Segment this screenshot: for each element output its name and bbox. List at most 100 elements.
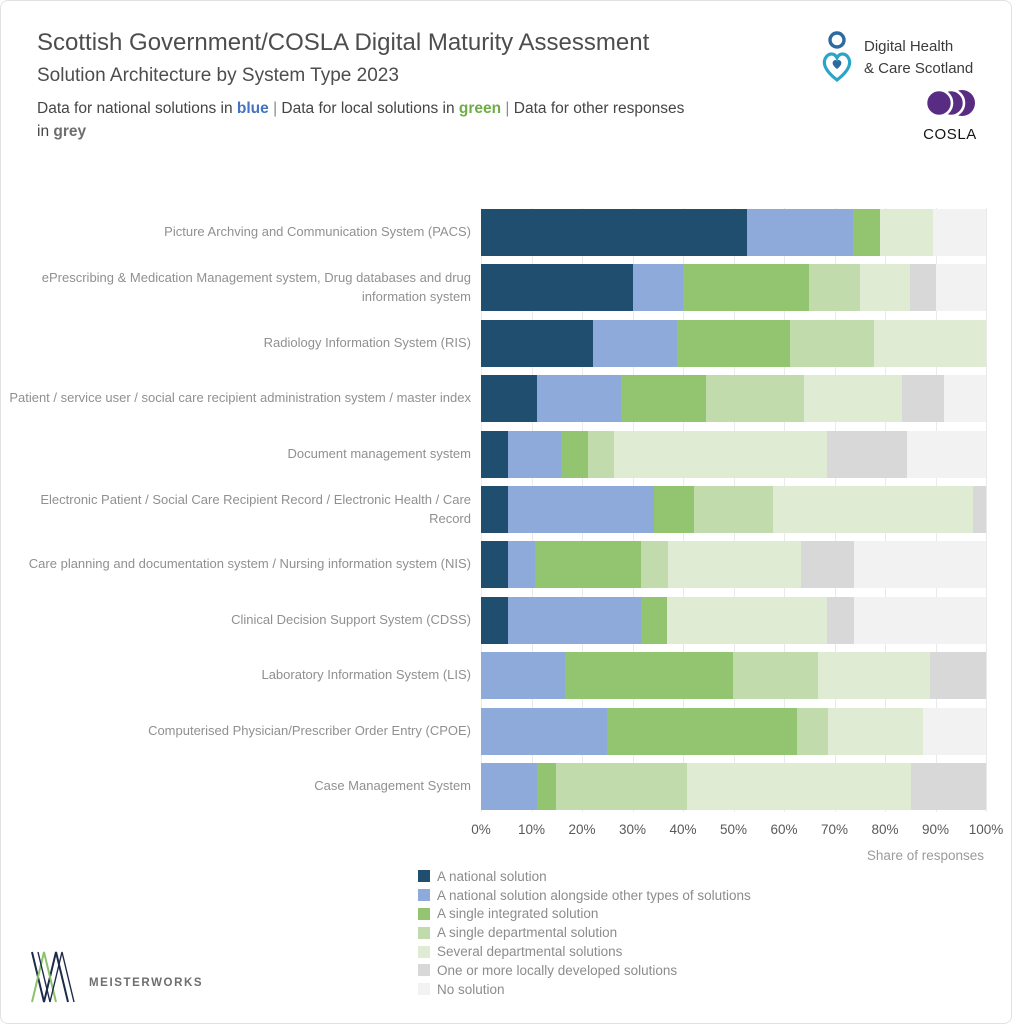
x-tick-label: 0% — [471, 822, 491, 837]
dhcs-line1: Digital Health — [864, 38, 954, 55]
note-separator: | — [268, 99, 282, 117]
bar-segment — [481, 209, 747, 256]
bar-row — [481, 264, 986, 312]
bar-segment — [481, 264, 633, 312]
bar-segment — [853, 596, 986, 644]
legend-item: A national solution — [418, 867, 751, 886]
bar-segment — [922, 707, 986, 755]
bar-segment — [507, 596, 641, 644]
bar-segment — [683, 264, 810, 312]
note-text: Data for local solutions in — [281, 99, 459, 117]
note-separator: | — [501, 99, 514, 117]
bar-segment — [789, 319, 874, 367]
bar-segment — [932, 209, 986, 256]
x-tick-label: 30% — [618, 822, 647, 837]
x-tick-label: 100% — [968, 822, 1004, 837]
bar-segment — [507, 486, 654, 533]
dhcs-line2: & Care Scotland — [864, 59, 974, 77]
category-label: Patient / service user / social care rec… — [9, 390, 471, 406]
color-key-note: Data for national solutions in blue | Da… — [37, 97, 837, 144]
bar-segment — [733, 652, 818, 700]
meisterworks-brand: MEISTERWORKS — [29, 941, 203, 1011]
note-green-word: green — [458, 99, 502, 117]
bar-segment — [565, 652, 734, 700]
bar-segment — [632, 264, 683, 312]
x-tick-label: 20% — [568, 822, 596, 837]
bar-segment — [693, 486, 774, 533]
header: Scottish Government/COSLA Digital Maturi… — [37, 29, 837, 143]
bar-segment — [943, 375, 986, 423]
category-label: Radiology Information System (RIS) — [263, 334, 471, 350]
bar-segment — [910, 763, 986, 810]
bar-segment — [828, 707, 923, 755]
legend-swatch-icon — [418, 926, 430, 939]
bar-segment — [677, 319, 790, 367]
bar-segment — [853, 541, 986, 589]
bar-segment — [614, 430, 827, 478]
bar-segment — [653, 486, 694, 533]
bar-segment — [507, 430, 561, 478]
x-tick-label: 80% — [871, 822, 899, 837]
bar-segment — [621, 375, 706, 423]
bar-segment — [587, 430, 615, 478]
bar-segment — [481, 541, 508, 589]
note-blue-word: blue — [236, 99, 269, 117]
note-text: Data for other responses — [513, 99, 685, 117]
brand-wordmark: MEISTERWORKS — [89, 977, 204, 989]
bar-segment — [481, 430, 508, 478]
x-axis-title: Share of responses — [866, 848, 984, 863]
bar-segment — [481, 596, 508, 644]
page-title: Scottish Government/COSLA Digital Maturi… — [37, 29, 650, 56]
legend-label: A national solution — [437, 868, 547, 884]
bar-segment — [555, 763, 687, 810]
bar-segment — [534, 541, 642, 589]
bar-segment — [901, 375, 944, 423]
x-tick-label: 50% — [719, 822, 748, 837]
category-label: ePrescribing & Medication Management sys… — [41, 270, 471, 304]
category-label: Picture Archving and Communication Syste… — [164, 224, 471, 240]
bar-segment — [640, 596, 668, 644]
bar-segment — [560, 430, 588, 478]
category-label: Document management system — [287, 445, 471, 461]
cosla-wordmark: COSLA — [923, 126, 977, 143]
bar-row — [481, 541, 986, 589]
legend-label: A national solution alongside other type… — [437, 887, 751, 903]
bar-segment — [507, 541, 535, 589]
x-tick-label: 90% — [921, 822, 950, 837]
bar-segment — [803, 375, 902, 423]
legend-swatch-icon — [418, 945, 430, 958]
bar-segment — [481, 375, 538, 423]
dhcs-logo-text: Digital Health & Care Scotland — [864, 31, 973, 88]
bar-segment — [481, 486, 508, 533]
page-subtitle: Solution Architecture by System Type 202… — [37, 64, 399, 86]
bar-segment — [705, 375, 804, 423]
legend-swatch-icon — [418, 870, 430, 883]
bar-segment — [481, 763, 538, 810]
bar-row — [481, 763, 986, 810]
category-label: Electronic Patient / Social Care Recipie… — [40, 491, 471, 526]
cosla-logo: COSLA — [917, 87, 983, 143]
legend-item: One or more locally developed solutions — [418, 961, 751, 980]
gridline — [986, 208, 987, 812]
legend-label: Several departmental solutions — [437, 944, 623, 960]
bar-segment — [873, 319, 986, 367]
note-grey-word: grey — [53, 122, 87, 140]
bar-segment — [537, 375, 622, 423]
x-tick-label: 10% — [517, 822, 546, 837]
bar-row — [481, 375, 986, 423]
bar-segment — [481, 319, 594, 367]
bar-segment — [826, 596, 854, 644]
bar-segment — [667, 596, 827, 644]
category-label: Computerised Physician/Prescriber Order … — [148, 722, 471, 738]
note-text: Data for national solutions in — [37, 99, 237, 117]
bar-segment — [641, 541, 668, 589]
three-circles-icon — [922, 88, 978, 123]
bar-segment — [879, 209, 933, 256]
bar-segment — [859, 264, 911, 312]
legend-swatch-icon — [418, 889, 430, 902]
bar-row — [481, 430, 986, 478]
x-axis-ticks: 0% 10% 20% 30% 40% 50% 60% 70% 80% 90% 100% — [471, 822, 1003, 840]
legend-swatch-icon — [418, 983, 430, 996]
bar-segment — [826, 430, 907, 478]
